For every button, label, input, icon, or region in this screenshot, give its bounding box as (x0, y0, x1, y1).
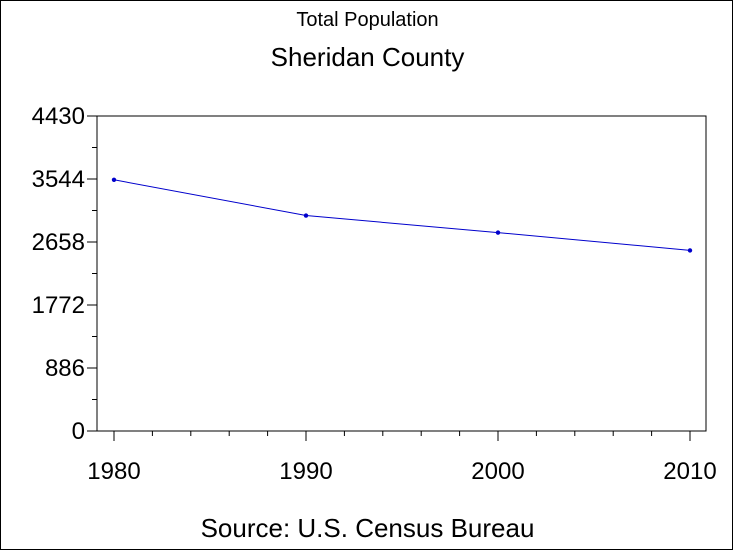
chart-subtitle: Total Population (296, 9, 439, 31)
data-point (111, 177, 117, 182)
x-tick-label: 2010 (663, 458, 716, 485)
series-line (113, 179, 691, 251)
y-tick-label: 3544 (32, 166, 85, 193)
x-tick-label: 2000 (471, 458, 524, 485)
x-axis: 1980 1990 2000 2010 (87, 431, 717, 485)
chart-title: Sheridan County (270, 42, 465, 72)
data-point (303, 213, 309, 218)
y-tick-label: 4430 (32, 103, 85, 130)
y-tick-label: 0 (72, 418, 85, 445)
x-tick-label: 1980 (87, 458, 140, 485)
y-tick-label: 886 (45, 355, 85, 382)
y-tick-label: 2658 (32, 229, 85, 256)
y-tick-label: 1772 (32, 292, 85, 319)
source-note: Source: U.S. Census Bureau (200, 513, 535, 543)
data-point (687, 248, 693, 253)
y-axis: 0 886 1772 2658 3544 4430 (32, 103, 97, 445)
data-point (495, 230, 501, 235)
plot-area (96, 115, 707, 432)
x-tick-label: 1990 (279, 458, 332, 485)
series-layer (111, 177, 693, 253)
